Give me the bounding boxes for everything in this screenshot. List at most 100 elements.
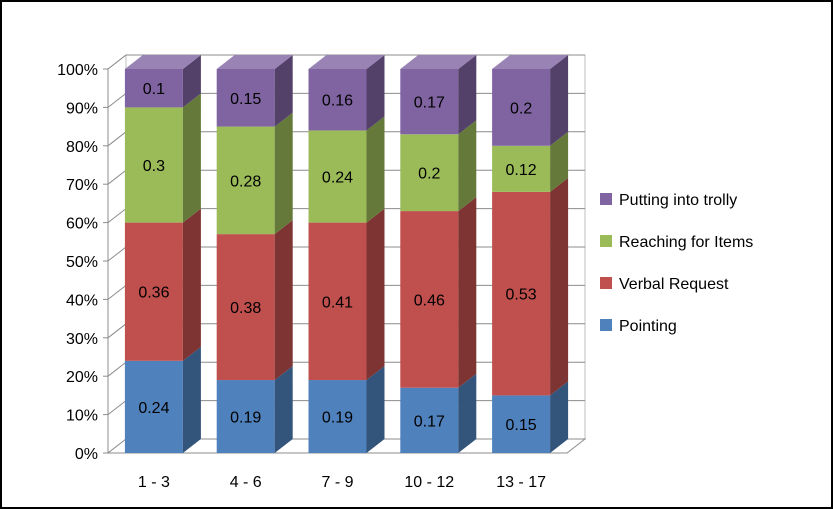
legend-label: Putting into trolly (619, 192, 737, 209)
y-axis: 0% 10% 20% 30% 40% 50% 60% 70% 80% 90% 100% (57, 62, 109, 463)
data-label: 0.38 (230, 300, 261, 317)
bar-side (366, 116, 385, 223)
bar-segment (216, 55, 293, 127)
bar-side (458, 197, 477, 388)
data-label: 0.15 (230, 91, 261, 108)
bar-top (492, 55, 569, 69)
x-tick-label: 7 - 9 (321, 474, 353, 491)
bar-segment (492, 381, 569, 453)
bar-side (458, 373, 477, 453)
bar-segment (308, 55, 385, 131)
bar-side (182, 346, 201, 453)
bar-side (274, 220, 293, 381)
legend-label: Verbal Request (619, 276, 729, 293)
data-label: 0.17 (414, 95, 445, 112)
x-tick-label: 10 - 12 (404, 474, 454, 491)
bar-side (550, 55, 569, 146)
data-label: 0.2 (510, 100, 532, 117)
bar-front (216, 126, 275, 235)
y-tick-label: 0% (75, 446, 98, 463)
legend-label: Reaching for Items (619, 234, 753, 251)
bar-top (216, 55, 293, 69)
bar-front (124, 222, 183, 361)
bar-side (182, 93, 201, 223)
bar-front (492, 145, 551, 192)
bar-side (458, 120, 477, 212)
data-label: 0.19 (322, 410, 353, 427)
bar-front (124, 107, 183, 223)
bar-top (400, 55, 477, 69)
legend-item: Pointing (600, 318, 677, 335)
legend-item: Putting into trolly (600, 192, 737, 209)
legend-swatch (600, 193, 612, 205)
bar-segment (124, 346, 201, 453)
data-labels: 0.24 0.36 0.3 0.1 0.19 0.38 0.28 0.15 0.19 0.41 0.… (138, 81, 536, 434)
bar-segment (216, 112, 293, 235)
y-tick-label: 10% (66, 408, 98, 425)
legend-swatch (600, 319, 612, 331)
legend: Putting into trolly Reaching for Items Ver… (600, 192, 753, 335)
bar-front (492, 191, 551, 396)
y-tick-label: 80% (66, 139, 98, 156)
x-axis: 1 - 3 4 - 6 7 - 9 10 - 12 13 - 17 (138, 474, 546, 491)
bar-segment (400, 373, 477, 453)
bar-side (274, 366, 293, 453)
x-tick-label: 13 - 17 (496, 474, 546, 491)
bar-front (492, 69, 551, 146)
data-label: 0.53 (506, 287, 537, 304)
data-label: 0.1 (143, 81, 165, 98)
bar-front (492, 395, 551, 453)
data-label: 0.41 (322, 294, 353, 311)
legend-swatch (600, 235, 612, 247)
bar-front (216, 234, 275, 381)
bar-front (308, 222, 367, 381)
bar-side (366, 208, 385, 381)
bar-side (550, 177, 569, 396)
bar-segment (308, 208, 385, 381)
y-tick-label: 70% (66, 177, 98, 194)
y-tick-label: 50% (66, 254, 98, 271)
bar-front (124, 69, 183, 108)
y-tick-label: 60% (66, 216, 98, 233)
legend-swatch (600, 277, 612, 289)
data-label: 0.17 (414, 413, 445, 430)
bar-front (400, 134, 459, 212)
x-tick-label: 1 - 3 (138, 474, 170, 491)
bar-segment (492, 131, 569, 192)
bar-segment (400, 120, 477, 212)
data-label: 0.19 (230, 410, 261, 427)
bar-front (308, 130, 367, 223)
bar-side (274, 55, 293, 127)
data-label: 0.2 (418, 166, 440, 183)
bar-front (308, 69, 367, 131)
y-tick-label: 40% (66, 292, 98, 309)
bar-top (124, 55, 201, 69)
y-tick-label: 20% (66, 369, 98, 386)
bar-side (550, 381, 569, 453)
bar-front (400, 387, 459, 453)
bar-segment (492, 177, 569, 396)
legend-item: Verbal Request (600, 276, 729, 293)
bar-side (366, 55, 385, 131)
y-tick-label: 100% (57, 62, 98, 79)
x-tick-label: 4 - 6 (230, 474, 262, 491)
legend-label: Pointing (619, 318, 677, 335)
data-label: 0.15 (506, 417, 537, 434)
bar-front (400, 69, 459, 135)
bar-top (308, 55, 385, 69)
bar-segment (124, 55, 201, 108)
bar-side (182, 55, 201, 108)
bar-front (400, 211, 459, 388)
data-label: 0.28 (230, 173, 261, 190)
bar-side (550, 131, 569, 192)
bars (124, 55, 569, 453)
data-label: 0.46 (414, 292, 445, 309)
y-tick-label: 90% (66, 100, 98, 117)
bar-segment (124, 93, 201, 223)
data-label: 0.36 (138, 285, 169, 302)
data-label: 0.3 (143, 158, 165, 175)
data-label: 0.24 (322, 170, 353, 187)
data-label: 0.16 (322, 93, 353, 110)
bar-front (308, 380, 367, 453)
